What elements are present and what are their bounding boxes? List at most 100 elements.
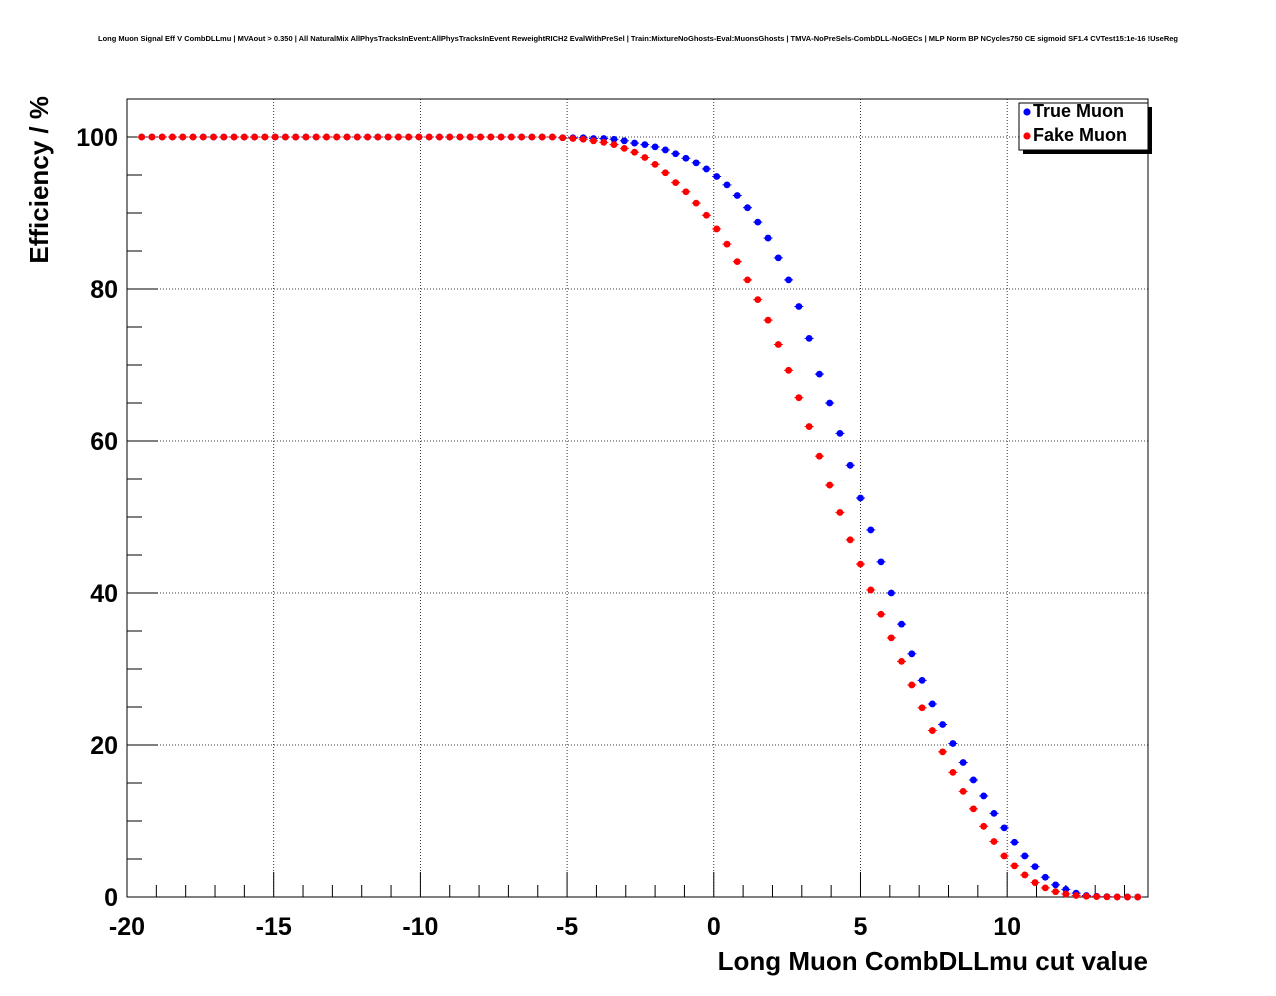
data-point <box>805 423 813 430</box>
data-point <box>1052 881 1059 889</box>
data-point <box>692 159 700 167</box>
data-point <box>836 509 844 516</box>
data-point <box>282 133 289 141</box>
legend-label-true-muon: True Muon <box>1033 101 1124 121</box>
x-tick-label: 5 <box>854 913 868 941</box>
data-point <box>353 133 361 141</box>
data-point <box>312 133 320 141</box>
data-point <box>559 134 567 142</box>
series-fake-muon <box>137 133 1143 901</box>
data-point <box>220 133 228 141</box>
data-point <box>1031 863 1039 870</box>
data-point <box>199 133 207 141</box>
data-point <box>723 240 731 248</box>
data-point <box>661 169 669 177</box>
y-tick-label: 80 <box>90 276 118 304</box>
y-tick-labels: 0 20 40 60 80 100 <box>76 124 118 912</box>
data-point <box>887 634 895 642</box>
x-tick-labels: -20 -15 -10 -5 0 5 10 <box>109 913 1021 941</box>
data-point <box>538 133 546 141</box>
data-point <box>641 154 649 161</box>
data-point <box>795 394 803 402</box>
data-point <box>980 822 988 830</box>
grid-lines <box>127 99 1148 897</box>
data-point <box>261 133 269 141</box>
data-point <box>210 133 217 141</box>
data-point <box>661 146 669 154</box>
data-point <box>826 481 834 489</box>
data-point <box>333 133 341 141</box>
data-point <box>579 135 587 143</box>
data-point <box>826 399 834 407</box>
data-point <box>651 143 659 151</box>
data-point <box>959 787 967 795</box>
data-point <box>610 141 618 149</box>
data-point <box>970 805 977 813</box>
data-point <box>928 700 936 708</box>
data-point <box>302 133 310 141</box>
data-point <box>816 452 823 460</box>
data-point <box>600 138 608 146</box>
legend-marker-fake-muon <box>1023 132 1031 140</box>
data-point <box>918 704 926 712</box>
data-point <box>271 133 279 141</box>
x-tick-label: -5 <box>556 913 578 941</box>
data-point <box>1000 824 1008 832</box>
data-point <box>651 160 659 168</box>
data-point <box>970 776 977 784</box>
data-point <box>436 133 443 141</box>
data-point <box>1031 879 1039 886</box>
data-point <box>785 276 792 284</box>
data-point <box>887 589 895 597</box>
data-point <box>590 137 597 145</box>
data-point <box>497 133 505 141</box>
chart-title: Long Muon Signal Eff V CombDLLmu | MVAou… <box>97 34 1179 43</box>
data-point <box>754 296 762 304</box>
data-point <box>733 258 741 266</box>
data-point <box>816 370 823 378</box>
data-point <box>425 133 433 141</box>
data-point <box>394 133 402 141</box>
data-point <box>620 145 628 152</box>
data-point <box>1041 873 1049 881</box>
data-point <box>292 133 300 141</box>
data-point <box>169 133 176 141</box>
data-point <box>405 133 413 141</box>
data-point <box>518 133 526 141</box>
data-point <box>764 234 772 242</box>
data-point <box>240 133 248 141</box>
data-point <box>415 133 423 141</box>
data-point <box>713 225 721 233</box>
data-point <box>898 620 905 628</box>
data-point <box>877 610 885 618</box>
data-point <box>939 748 947 756</box>
data-point <box>631 148 638 156</box>
data-point <box>1011 862 1018 870</box>
data-point <box>928 727 936 734</box>
x-tick-label: -10 <box>402 913 438 941</box>
data-point <box>456 133 464 141</box>
data-point <box>846 461 854 469</box>
data-point <box>949 768 957 776</box>
data-point <box>846 536 854 544</box>
y-tick-label: 20 <box>90 732 118 760</box>
legend-label-fake-muon: Fake Muon <box>1033 125 1127 145</box>
data-point <box>1134 893 1142 901</box>
data-point <box>1052 888 1059 896</box>
y-tick-label: 100 <box>76 124 118 152</box>
data-point <box>744 276 751 284</box>
data-point <box>795 303 803 310</box>
x-tick-label: -20 <box>109 913 145 941</box>
x-tick-label: 10 <box>993 913 1021 941</box>
data-point <box>980 792 988 800</box>
data-point <box>949 740 957 747</box>
y-tick-label: 0 <box>104 884 118 912</box>
data-point <box>672 150 680 158</box>
y-tick-label: 40 <box>90 580 118 608</box>
data-point <box>785 366 792 374</box>
data-point <box>908 650 916 658</box>
data-point <box>138 133 146 141</box>
data-point <box>990 838 998 845</box>
data-point <box>1000 852 1008 860</box>
